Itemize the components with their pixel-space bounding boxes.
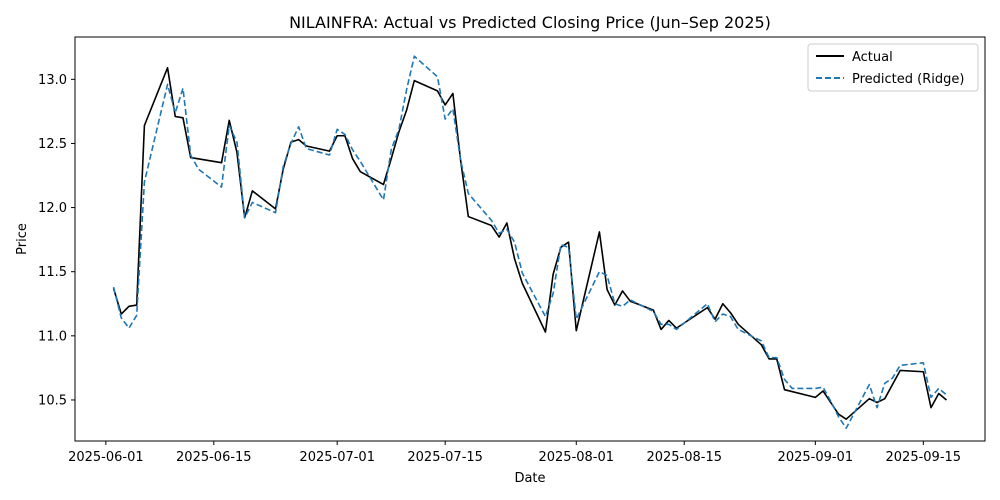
y-axis: 10.5 11.0 11.5 12.0 12.5 13.0 <box>38 73 75 408</box>
chart-title: NILAINFRA: Actual vs Predicted Closing P… <box>289 13 771 32</box>
y-tick-label: 13.0 <box>38 73 67 88</box>
y-axis-label: Price <box>15 223 30 255</box>
legend-label-predicted: Predicted (Ridge) <box>852 72 964 87</box>
x-tick-label: 2025-08-01 <box>538 450 614 465</box>
y-tick-label: 10.5 <box>38 393 67 408</box>
x-tick-label: 2025-06-15 <box>176 450 252 465</box>
x-axis-label: Date <box>514 471 545 486</box>
x-tick-label: 2025-08-15 <box>646 450 722 465</box>
series-line-predicted <box>112 55 947 429</box>
y-tick-label: 12.5 <box>38 137 67 152</box>
y-tick-label: 12.0 <box>38 201 67 216</box>
x-tick-label: 2025-09-15 <box>886 450 962 465</box>
legend-box <box>807 43 979 92</box>
y-tick-label: 11.0 <box>38 329 67 344</box>
plot-frame <box>74 36 986 442</box>
series-layer <box>112 55 947 429</box>
x-tick-label: 2025-09-01 <box>778 450 854 465</box>
x-axis: 2025-06-01 2025-06-15 2025-07-01 2025-07-15… <box>68 441 961 465</box>
y-tick-label: 11.5 <box>38 265 67 280</box>
x-tick-label: 2025-07-01 <box>299 450 375 465</box>
plot-area <box>74 36 986 442</box>
x-tick-label: 2025-06-01 <box>68 450 144 465</box>
series-line-actual <box>112 66 947 420</box>
legend-label-actual: Actual <box>852 50 893 65</box>
legend: Actual Predicted (Ridge) <box>807 43 979 92</box>
x-tick-label: 2025-07-15 <box>407 450 483 465</box>
